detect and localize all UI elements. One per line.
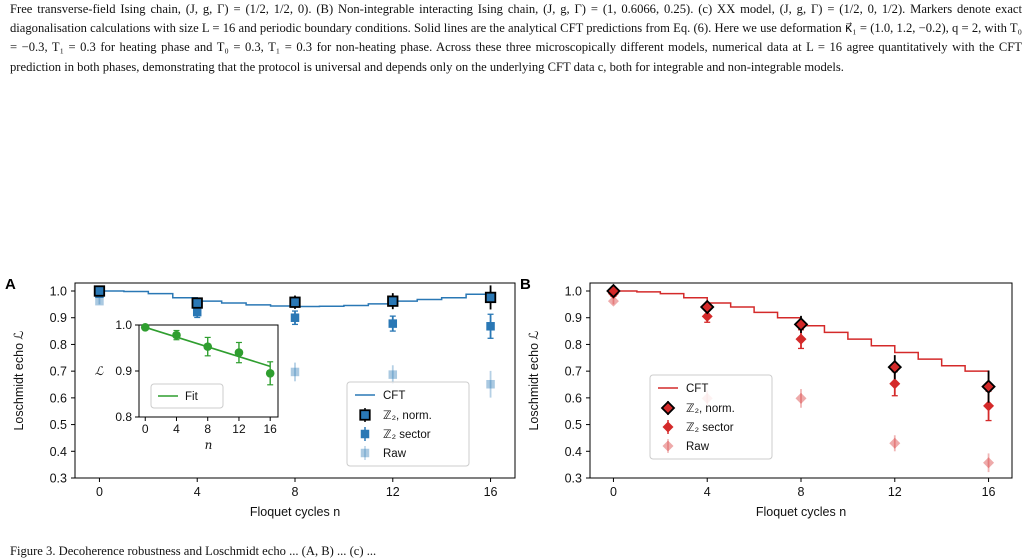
panel-a-point bbox=[486, 379, 495, 389]
panel-a-point bbox=[388, 370, 398, 379]
panel-a-legend-label: Raw bbox=[383, 448, 407, 460]
figure-caption: Free transverse-field Ising chain, (J, g… bbox=[10, 0, 1022, 77]
panel-b-legend-marker bbox=[662, 440, 674, 452]
panel-a-point bbox=[93, 285, 106, 297]
panel-b-point bbox=[793, 317, 809, 332]
panel-a-ylabel: Loschmidt echo ℒ bbox=[12, 330, 26, 430]
panel-b-ytick-label: 0.5 bbox=[565, 418, 582, 432]
inset-xtick-label: 0 bbox=[142, 422, 149, 436]
panel-a-legend-label: ℤ₂, norm. bbox=[383, 410, 432, 422]
panel-a-point bbox=[290, 313, 300, 322]
panel-b: B 0.3 0.4 0.5 0.6 0.7 0.8 0.9 1.0 0 4 8 12 16 Floquet … bbox=[520, 276, 1013, 519]
panel-b-xtick-label: 12 bbox=[888, 485, 902, 499]
inset-legend-box bbox=[150, 383, 224, 409]
panel-b-point bbox=[795, 333, 807, 345]
panel-b-point bbox=[606, 283, 621, 299]
panel-b-legend-marker bbox=[660, 400, 676, 416]
panel-b-point bbox=[983, 400, 995, 412]
panel-b-legend-label: ℤ₂ sector bbox=[686, 422, 734, 434]
panel-b-legend-marker bbox=[662, 421, 674, 433]
panel-a-legend-marker bbox=[360, 429, 370, 439]
panel-b-point bbox=[887, 359, 903, 375]
panel-b-point bbox=[795, 392, 807, 404]
panel-a-xtick-label: 8 bbox=[292, 485, 299, 499]
panel-a-point bbox=[388, 319, 398, 328]
panel-b-legend-cft-label: CFT bbox=[686, 383, 708, 395]
inset-point bbox=[140, 323, 150, 332]
inset-point bbox=[234, 348, 244, 357]
panel-b-xlabel: Floquet cycles n bbox=[756, 505, 846, 519]
panel-a-xtick-label: 12 bbox=[386, 485, 400, 499]
panel-a-xtick-label: 16 bbox=[484, 485, 498, 499]
panel-a-point bbox=[484, 291, 497, 304]
panel-b-ytick-label: 0.4 bbox=[565, 445, 582, 459]
panel-b-point bbox=[607, 295, 619, 307]
panel-a-point bbox=[191, 297, 203, 309]
inset-xtick-label: 12 bbox=[232, 422, 246, 436]
panel-a-point bbox=[387, 295, 399, 307]
inset-ytick-label: 0.8 bbox=[115, 410, 132, 424]
inset-legend-label: Fit bbox=[185, 391, 199, 403]
inset-ytick-label: 1.0 bbox=[115, 318, 132, 332]
panel-b-legend-box bbox=[649, 374, 773, 460]
panel-a-ytick-label: 0.3 bbox=[50, 472, 67, 486]
panel-a-legend-label: ℤ₂ sector bbox=[383, 429, 431, 441]
panel-a-point bbox=[192, 307, 202, 317]
panel-a-point bbox=[290, 367, 300, 377]
panel-a-ytick-label: 0.8 bbox=[50, 338, 67, 352]
panel-a-xlabel: Floquet cycles n bbox=[250, 505, 340, 519]
panel-b-xtick-label: 0 bbox=[610, 485, 617, 499]
panel-a-ytick-label: 0.5 bbox=[50, 418, 67, 432]
panel-a-ytick-label: 0.7 bbox=[50, 365, 67, 379]
panel-a-point bbox=[95, 296, 104, 306]
panel-b-legend-label: Raw bbox=[686, 441, 710, 453]
panel-a-panel-label: A bbox=[5, 276, 16, 293]
inset-point bbox=[172, 330, 181, 340]
panel-b-ytick-label: 1.0 bbox=[565, 285, 582, 299]
panel-b-point bbox=[889, 437, 901, 449]
figure-caption-bottom: Figure 3. Decoherence robustness and Los… bbox=[10, 544, 377, 558]
panel-a-point bbox=[289, 296, 301, 308]
panel-b-point bbox=[889, 378, 901, 390]
panel-b-legend-label: ℤ₂, norm. bbox=[686, 403, 735, 415]
panel-b-ytick-label: 0.7 bbox=[565, 365, 582, 379]
panel-a-xtick-label: 0 bbox=[96, 485, 103, 499]
panel-b-ylabel: Loschmidt echo ℒ bbox=[527, 330, 541, 430]
panel-a-ytick-label: 0.9 bbox=[50, 311, 67, 325]
inset-xlabel: n bbox=[205, 438, 213, 452]
panel-b-ytick-label: 0.8 bbox=[565, 338, 582, 352]
panel-a-legend-cft-label: CFT bbox=[383, 390, 405, 402]
panel-b-xtick-label: 4 bbox=[704, 485, 711, 499]
inset-ytick-label: 0.9 bbox=[115, 364, 132, 378]
panel-b-point bbox=[701, 310, 713, 322]
panel-a-xtick-label: 4 bbox=[194, 485, 201, 499]
panel-b-xtick-label: 8 bbox=[798, 485, 805, 499]
panel-b-point bbox=[981, 379, 996, 394]
panel-b-ytick-label: 0.6 bbox=[565, 391, 582, 405]
inset-point bbox=[265, 369, 275, 378]
inset-xtick-label: 8 bbox=[204, 422, 211, 436]
panel-b-panel-label: B bbox=[520, 276, 531, 293]
panel-b-point bbox=[699, 299, 715, 315]
panel-b-ytick-label: 0.9 bbox=[565, 311, 582, 325]
panel-b-point bbox=[983, 457, 995, 469]
panel-a-point bbox=[486, 322, 495, 331]
panel-a-legend-marker bbox=[360, 448, 370, 458]
panel-a-legend-marker bbox=[359, 409, 371, 421]
panel-a-ytick-label: 0.6 bbox=[50, 391, 67, 405]
inset-xtick-label: 16 bbox=[264, 422, 278, 436]
panel-a: A 0.3 0.4 0.5 0.6 0.7 0.8 0.9 1.0 0 4 8 12 16 Floquet … bbox=[5, 276, 516, 519]
panel-b-ytick-label: 0.3 bbox=[565, 472, 582, 486]
panel-a-ytick-label: 1.0 bbox=[50, 285, 67, 299]
caption-paragraph: Free transverse-field Ising chain, (J, g… bbox=[10, 2, 1022, 74]
panel-a-ytick-label: 0.4 bbox=[50, 445, 67, 459]
inset-xtick-label: 4 bbox=[173, 422, 180, 436]
panel-b-xtick-label: 16 bbox=[982, 485, 996, 499]
inset-point bbox=[203, 342, 213, 351]
inset-ylabel: ℒ bbox=[95, 364, 104, 378]
panel-a-legend-box bbox=[346, 381, 470, 467]
